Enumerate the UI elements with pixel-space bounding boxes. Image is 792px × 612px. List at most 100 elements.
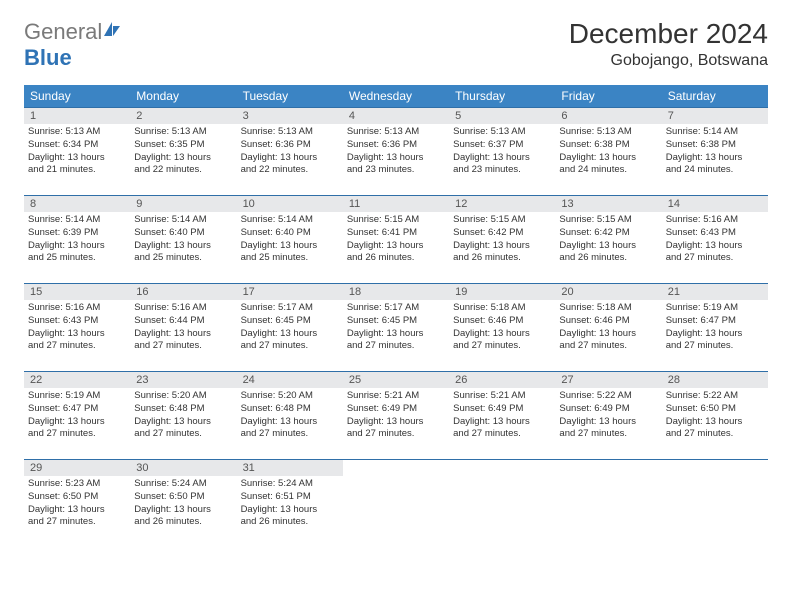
sunset-text: Sunset: 6:38 PM bbox=[559, 139, 657, 152]
day-header-tue: Tuesday bbox=[237, 85, 343, 107]
calendar-cell: 6Sunrise: 5:13 AMSunset: 6:38 PMDaylight… bbox=[555, 107, 661, 195]
month-title: December 2024 bbox=[569, 18, 768, 50]
sunset-text: Sunset: 6:43 PM bbox=[28, 315, 126, 328]
daylight-text-2: and 27 minutes. bbox=[666, 340, 764, 353]
daylight-text-1: Daylight: 13 hours bbox=[134, 240, 232, 253]
calendar-cell-empty bbox=[662, 459, 768, 547]
title-block: December 2024 Gobojango, Botswana bbox=[569, 18, 768, 70]
sunrise-text: Sunrise: 5:20 AM bbox=[241, 390, 339, 403]
cell-body: Sunrise: 5:14 AMSunset: 6:39 PMDaylight:… bbox=[24, 212, 130, 271]
calendar-cell: 27Sunrise: 5:22 AMSunset: 6:49 PMDayligh… bbox=[555, 371, 661, 459]
date-number: 14 bbox=[662, 196, 768, 212]
cell-body: Sunrise: 5:15 AMSunset: 6:42 PMDaylight:… bbox=[555, 212, 661, 271]
daylight-text-2: and 27 minutes. bbox=[453, 428, 551, 441]
cell-body: Sunrise: 5:13 AMSunset: 6:38 PMDaylight:… bbox=[555, 124, 661, 183]
sunrise-text: Sunrise: 5:18 AM bbox=[453, 302, 551, 315]
daylight-text-1: Daylight: 13 hours bbox=[134, 328, 232, 341]
sunrise-text: Sunrise: 5:22 AM bbox=[666, 390, 764, 403]
calendar-cell: 31Sunrise: 5:24 AMSunset: 6:51 PMDayligh… bbox=[237, 459, 343, 547]
sunrise-text: Sunrise: 5:13 AM bbox=[28, 126, 126, 139]
daylight-text-2: and 23 minutes. bbox=[347, 164, 445, 177]
logo: General Blue bbox=[24, 18, 122, 71]
calendar-cell: 23Sunrise: 5:20 AMSunset: 6:48 PMDayligh… bbox=[130, 371, 236, 459]
sunset-text: Sunset: 6:47 PM bbox=[666, 315, 764, 328]
daylight-text-1: Daylight: 13 hours bbox=[347, 416, 445, 429]
daylight-text-1: Daylight: 13 hours bbox=[559, 416, 657, 429]
daylight-text-1: Daylight: 13 hours bbox=[28, 240, 126, 253]
sunrise-text: Sunrise: 5:22 AM bbox=[559, 390, 657, 403]
cell-body: Sunrise: 5:14 AMSunset: 6:38 PMDaylight:… bbox=[662, 124, 768, 183]
sunset-text: Sunset: 6:51 PM bbox=[241, 491, 339, 504]
daylight-text-1: Daylight: 13 hours bbox=[241, 240, 339, 253]
date-number: 23 bbox=[130, 372, 236, 388]
sunset-text: Sunset: 6:49 PM bbox=[559, 403, 657, 416]
sunset-text: Sunset: 6:38 PM bbox=[666, 139, 764, 152]
daylight-text-2: and 26 minutes. bbox=[347, 252, 445, 265]
sunrise-text: Sunrise: 5:13 AM bbox=[347, 126, 445, 139]
daylight-text-2: and 27 minutes. bbox=[241, 340, 339, 353]
sunset-text: Sunset: 6:46 PM bbox=[453, 315, 551, 328]
daylight-text-1: Daylight: 13 hours bbox=[241, 328, 339, 341]
calendar-cell: 26Sunrise: 5:21 AMSunset: 6:49 PMDayligh… bbox=[449, 371, 555, 459]
date-number: 10 bbox=[237, 196, 343, 212]
calendar-cell: 7Sunrise: 5:14 AMSunset: 6:38 PMDaylight… bbox=[662, 107, 768, 195]
sunrise-text: Sunrise: 5:14 AM bbox=[241, 214, 339, 227]
daylight-text-1: Daylight: 13 hours bbox=[666, 240, 764, 253]
daylight-text-2: and 26 minutes. bbox=[241, 516, 339, 529]
daylight-text-2: and 27 minutes. bbox=[28, 516, 126, 529]
cell-body: Sunrise: 5:19 AMSunset: 6:47 PMDaylight:… bbox=[24, 388, 130, 447]
calendar-cell: 30Sunrise: 5:24 AMSunset: 6:50 PMDayligh… bbox=[130, 459, 236, 547]
date-number: 21 bbox=[662, 284, 768, 300]
sunset-text: Sunset: 6:41 PM bbox=[347, 227, 445, 240]
calendar-cell: 22Sunrise: 5:19 AMSunset: 6:47 PMDayligh… bbox=[24, 371, 130, 459]
calendar-cell: 4Sunrise: 5:13 AMSunset: 6:36 PMDaylight… bbox=[343, 107, 449, 195]
sunrise-text: Sunrise: 5:16 AM bbox=[134, 302, 232, 315]
day-headers-row: Sunday Monday Tuesday Wednesday Thursday… bbox=[24, 85, 768, 107]
cell-body: Sunrise: 5:21 AMSunset: 6:49 PMDaylight:… bbox=[449, 388, 555, 447]
cell-body: Sunrise: 5:20 AMSunset: 6:48 PMDaylight:… bbox=[237, 388, 343, 447]
sunrise-text: Sunrise: 5:18 AM bbox=[559, 302, 657, 315]
daylight-text-2: and 27 minutes. bbox=[28, 340, 126, 353]
date-number: 15 bbox=[24, 284, 130, 300]
cell-body: Sunrise: 5:15 AMSunset: 6:42 PMDaylight:… bbox=[449, 212, 555, 271]
calendar-cell: 16Sunrise: 5:16 AMSunset: 6:44 PMDayligh… bbox=[130, 283, 236, 371]
date-number: 31 bbox=[237, 460, 343, 476]
sunset-text: Sunset: 6:47 PM bbox=[28, 403, 126, 416]
calendar-grid: 1Sunrise: 5:13 AMSunset: 6:34 PMDaylight… bbox=[24, 107, 768, 547]
sunrise-text: Sunrise: 5:15 AM bbox=[347, 214, 445, 227]
sunrise-text: Sunrise: 5:23 AM bbox=[28, 478, 126, 491]
sunrise-text: Sunrise: 5:14 AM bbox=[134, 214, 232, 227]
daylight-text-2: and 25 minutes. bbox=[134, 252, 232, 265]
sunrise-text: Sunrise: 5:19 AM bbox=[28, 390, 126, 403]
daylight-text-2: and 24 minutes. bbox=[666, 164, 764, 177]
daylight-text-2: and 24 minutes. bbox=[559, 164, 657, 177]
daylight-text-1: Daylight: 13 hours bbox=[28, 504, 126, 517]
cell-body: Sunrise: 5:13 AMSunset: 6:36 PMDaylight:… bbox=[343, 124, 449, 183]
date-number: 13 bbox=[555, 196, 661, 212]
sunset-text: Sunset: 6:36 PM bbox=[347, 139, 445, 152]
sunset-text: Sunset: 6:39 PM bbox=[28, 227, 126, 240]
sunrise-text: Sunrise: 5:13 AM bbox=[453, 126, 551, 139]
daylight-text-2: and 27 minutes. bbox=[134, 428, 232, 441]
calendar-cell-empty bbox=[555, 459, 661, 547]
daylight-text-1: Daylight: 13 hours bbox=[347, 328, 445, 341]
calendar-cell: 12Sunrise: 5:15 AMSunset: 6:42 PMDayligh… bbox=[449, 195, 555, 283]
calendar-cell: 2Sunrise: 5:13 AMSunset: 6:35 PMDaylight… bbox=[130, 107, 236, 195]
date-number: 6 bbox=[555, 108, 661, 124]
sunset-text: Sunset: 6:42 PM bbox=[559, 227, 657, 240]
day-header-wed: Wednesday bbox=[343, 85, 449, 107]
calendar-week: 15 Sunrise: 5:16 AM Sunset: 6:43 PM Dayligh… bbox=[24, 283, 768, 371]
calendar-cell: 15Sunrise: 5:16 AMSunset: 6:43 PMDayligh… bbox=[24, 283, 130, 371]
daylight-text-2: and 22 minutes. bbox=[134, 164, 232, 177]
daylight-text-2: and 27 minutes. bbox=[347, 340, 445, 353]
daylight-text-2: and 27 minutes. bbox=[666, 428, 764, 441]
sunrise-text: Sunrise: 5:24 AM bbox=[241, 478, 339, 491]
sunrise-text: Sunrise: 5:17 AM bbox=[241, 302, 339, 315]
cell-body: Sunrise: 5:13 AMSunset: 6:37 PMDaylight:… bbox=[449, 124, 555, 183]
date-number: 30 bbox=[130, 460, 236, 476]
date-number: 17 bbox=[237, 284, 343, 300]
cell-body: Sunrise: 5:21 AMSunset: 6:49 PMDaylight:… bbox=[343, 388, 449, 447]
cell-body: Sunrise: 5:18 AMSunset: 6:46 PMDaylight:… bbox=[449, 300, 555, 359]
daylight-text-2: and 27 minutes. bbox=[559, 340, 657, 353]
calendar-cell: 24Sunrise: 5:20 AMSunset: 6:48 PMDayligh… bbox=[237, 371, 343, 459]
